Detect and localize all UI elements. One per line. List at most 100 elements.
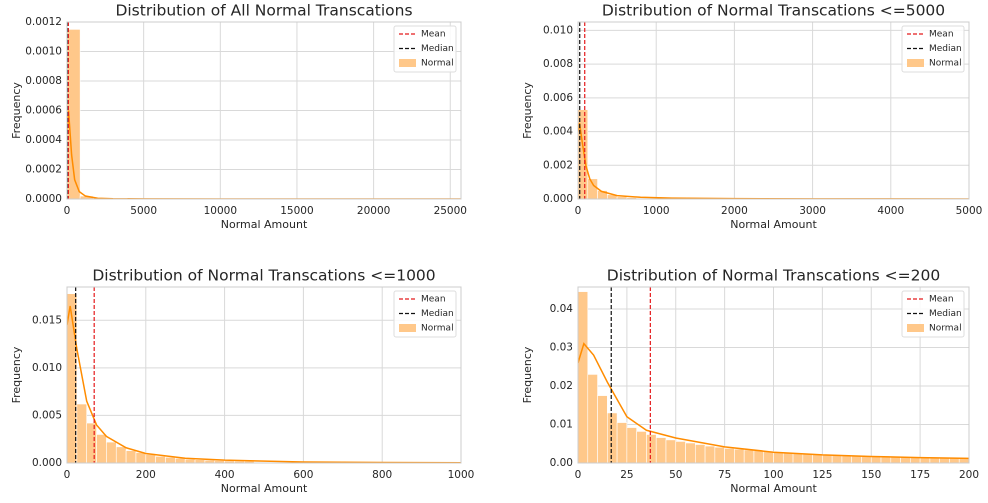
y-tick-label: 0.0000 <box>25 193 62 205</box>
y-tick-label: 0.004 <box>543 126 573 138</box>
histogram-bar <box>763 451 774 463</box>
chart-title: Distribution of Normal Transcations <=50… <box>602 2 945 20</box>
legend-patch <box>907 59 924 67</box>
x-tick-label: 100 <box>763 469 783 481</box>
x-tick-label: 5000 <box>956 205 983 217</box>
histogram-bar <box>165 456 176 463</box>
kde-line <box>578 342 969 460</box>
kde-line <box>67 110 461 199</box>
legend-label: Normal <box>421 59 454 69</box>
y-tick-label: 0.0010 <box>25 46 62 58</box>
x-tick-label: 3000 <box>799 205 826 217</box>
chart-panel: Distribution of Normal Transcations <=50… <box>521 2 982 232</box>
plot-area <box>578 287 969 463</box>
histogram-bar <box>587 374 598 463</box>
x-tick-label: 50 <box>669 469 682 481</box>
histogram-bar <box>597 395 608 463</box>
histogram-bar <box>626 427 637 463</box>
y-tick-label: 0.005 <box>32 409 62 421</box>
chart-title: Distribution of All Normal Transcations <box>115 2 412 20</box>
x-tick-label: 4000 <box>877 205 904 217</box>
histogram-bar <box>812 454 823 463</box>
histogram-bar <box>685 442 696 463</box>
y-tick-label: 0.0012 <box>25 16 62 28</box>
x-tick-label: 600 <box>293 469 313 481</box>
histogram-bar <box>714 446 725 463</box>
y-tick-label: 0.0004 <box>25 134 62 146</box>
kde-line <box>67 305 461 463</box>
histogram-bar <box>655 437 667 463</box>
plot-frame <box>66 21 462 200</box>
y-tick-label: 0.0002 <box>25 164 62 176</box>
x-tick-label: 25000 <box>434 205 467 217</box>
x-axis-label: Normal Amount <box>730 482 817 495</box>
x-tick-label: 1000 <box>448 469 475 481</box>
legend-label: Median <box>929 309 962 319</box>
legend-patch <box>399 324 416 332</box>
y-tick-label: 0.008 <box>543 58 573 70</box>
x-tick-label: 0 <box>575 469 582 481</box>
x-tick-label: 400 <box>215 469 235 481</box>
histogram-bar <box>773 451 784 463</box>
histogram-bar <box>96 434 107 463</box>
histogram-bar <box>734 448 745 463</box>
chart-title: Distribution of Normal Transcations <=10… <box>92 267 435 285</box>
legend-label: Median <box>421 309 454 319</box>
x-tick-label: 10000 <box>204 205 237 217</box>
y-tick-label: 0.00 <box>550 457 573 469</box>
y-tick-label: 0.0008 <box>25 75 62 87</box>
legend-label: Median <box>929 44 962 54</box>
histogram-bar <box>646 434 657 463</box>
histogram-bar <box>125 450 137 463</box>
histogram-bar <box>587 178 598 199</box>
legend-label: Normal <box>421 324 454 334</box>
y-axis-label: Frequency <box>10 346 23 403</box>
y-tick-label: 0.015 <box>32 314 62 326</box>
y-tick-label: 0.000 <box>543 193 573 205</box>
histogram-bar <box>724 448 735 463</box>
histogram-bar <box>802 453 813 463</box>
histogram-bar <box>607 412 618 463</box>
plot-frame <box>66 286 462 464</box>
histogram-bar <box>822 454 833 463</box>
histogram-bar <box>841 455 852 463</box>
histogram-bar <box>184 458 196 463</box>
chart-panel: Distribution of Normal Transcations <=20… <box>521 267 979 496</box>
legend-label: Normal <box>929 324 962 334</box>
histogram-bar <box>578 109 589 199</box>
y-tick-label: 0.002 <box>543 159 573 171</box>
y-tick-label: 0.04 <box>550 303 574 315</box>
kde-line <box>578 123 969 199</box>
histogram-bar <box>578 291 589 463</box>
y-axis-label: Frequency <box>10 82 23 139</box>
histogram-bar <box>155 456 166 463</box>
legend-patch <box>399 59 416 67</box>
histogram-bar <box>694 444 706 463</box>
x-tick-label: 75 <box>718 469 731 481</box>
x-tick-label: 200 <box>136 469 156 481</box>
histogram-bar <box>704 445 716 463</box>
histogram-bar <box>753 450 765 463</box>
histogram-bar <box>106 441 117 463</box>
histogram-bar <box>743 449 755 463</box>
histogram-bar <box>851 455 862 463</box>
x-tick-label: 2000 <box>721 205 748 217</box>
x-tick-label: 150 <box>861 469 881 481</box>
legend-label: Mean <box>421 295 446 305</box>
y-axis-label: Frequency <box>521 82 534 139</box>
histogram-bar <box>86 422 97 463</box>
x-axis-label: Normal Amount <box>221 482 308 495</box>
chart-title: Distribution of Normal Transcations <=20… <box>607 267 940 285</box>
x-tick-label: 5000 <box>130 205 157 217</box>
y-tick-label: 0.03 <box>550 341 573 353</box>
legend-label: Mean <box>421 30 446 40</box>
chart-panel: Distribution of Normal Transcations <=10… <box>10 267 474 496</box>
y-tick-label: 0.000 <box>32 457 62 469</box>
x-tick-label: 175 <box>910 469 930 481</box>
x-tick-label: 1000 <box>643 205 670 217</box>
y-tick-label: 0.02 <box>550 380 573 392</box>
histogram-bar <box>115 446 127 463</box>
y-tick-label: 0.010 <box>32 362 62 374</box>
plot-area <box>67 287 461 463</box>
